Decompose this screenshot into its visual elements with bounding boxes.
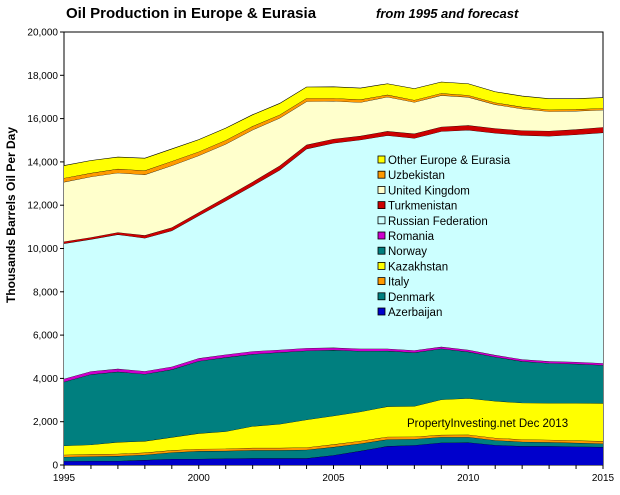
- y-tick-label: 10,000: [27, 244, 58, 255]
- area-norway: [64, 348, 603, 446]
- legend-swatch-azerbaijan: [377, 307, 386, 316]
- y-tick-label: 14,000: [27, 157, 58, 168]
- y-tick-label: 2,000: [33, 417, 58, 428]
- area-italy: [64, 434, 603, 457]
- area-edge-other-europe-eurasia: [63, 81, 604, 166]
- x-axis: 1995 2000 2005 2010 2015: [53, 465, 615, 484]
- y-axis: 0 2,000 4,000 6,000 8,000 10,000 12,000 14,000 1…: [27, 28, 64, 472]
- legend-label-uzbekistan: Uzbekistan: [388, 170, 445, 182]
- legend-label-united-kingdom: United Kingdom: [388, 185, 470, 197]
- legend-label-kazakhstan: Kazakhstan: [388, 261, 448, 273]
- legend-swatch-norway: [377, 246, 386, 255]
- legend-swatch-italy: [377, 277, 386, 286]
- legend-label-denmark: Denmark: [388, 292, 435, 304]
- area-azerbaijan: [64, 442, 603, 465]
- y-tick-label: 20,000: [27, 28, 58, 39]
- legend-swatch-united-kingdom: [377, 185, 386, 194]
- y-tick-label: 6,000: [33, 331, 58, 342]
- legend-label-norway: Norway: [388, 246, 427, 258]
- legend-swatch-other-europe-eurasia: [377, 155, 386, 164]
- x-tick-label: 2000: [188, 473, 211, 484]
- area-russian-federation: [64, 130, 603, 379]
- legend-swatch-russian-federation: [377, 216, 386, 225]
- area-united-kingdom: [64, 95, 603, 242]
- area-turkmenistan: [64, 125, 603, 244]
- area-denmark: [64, 437, 603, 462]
- x-tick-label: 2005: [322, 473, 345, 484]
- legend-swatch-kazakhstan: [377, 261, 386, 270]
- chart-subtitle: from 1995 and forecast: [376, 6, 519, 21]
- area-series-group: [63, 81, 604, 465]
- y-tick-label: 4,000: [33, 374, 58, 385]
- legend-label-turkmenistan: Turkmenistan: [388, 201, 457, 213]
- legend-label-italy: Italy: [388, 277, 409, 289]
- legend-label-russian-federation: Russian Federation: [388, 216, 488, 228]
- legend-swatch-romania: [377, 231, 386, 240]
- y-tick-label: 8,000: [33, 287, 58, 298]
- y-tick-label: 0: [52, 461, 58, 472]
- x-tick-label: 2015: [592, 473, 615, 484]
- source-annotation: PropertyInvesting.net Dec 2013: [407, 418, 568, 430]
- y-tick-label: 12,000: [27, 201, 58, 212]
- legend-swatch-uzbekistan: [377, 170, 386, 179]
- legend: Other Europe & Eurasia Uzbekistan United K…: [377, 155, 511, 319]
- x-tick-label: 1995: [53, 473, 76, 484]
- legend-label-azerbaijan: Azerbaijan: [388, 307, 442, 319]
- y-tick-label: 16,000: [27, 114, 58, 125]
- chart-title: Oil Production in Europe & Eurasia: [66, 5, 317, 22]
- area-other-europe-eurasia: [64, 82, 603, 179]
- x-tick-label: 2010: [457, 473, 480, 484]
- legend-label-romania: Romania: [388, 231, 435, 243]
- y-tick-label: 18,000: [27, 71, 58, 82]
- area-kazakhstan: [64, 398, 603, 455]
- legend-swatch-denmark: [377, 292, 386, 301]
- legend-swatch-turkmenistan: [377, 201, 386, 210]
- legend-label-other-europe-eurasia: Other Europe & Eurasia: [388, 155, 511, 167]
